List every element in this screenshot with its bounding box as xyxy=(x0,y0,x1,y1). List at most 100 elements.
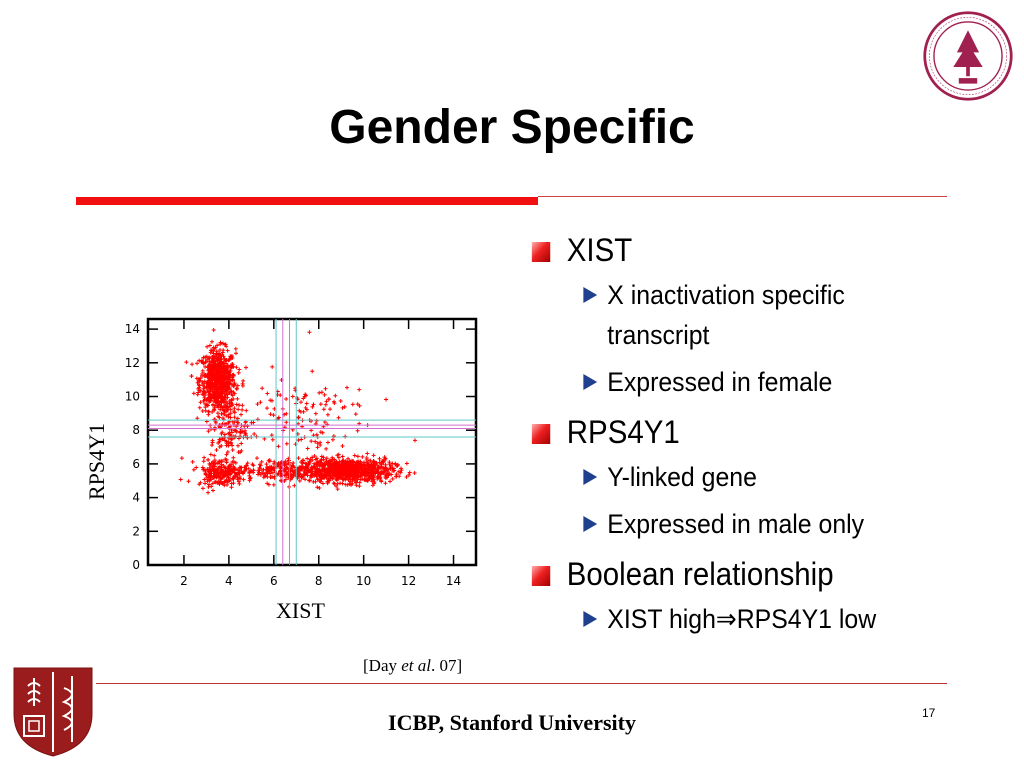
data-point xyxy=(227,471,232,476)
data-point xyxy=(244,408,249,413)
data-point xyxy=(299,437,304,442)
data-point xyxy=(226,414,231,419)
data-point xyxy=(315,445,320,450)
data-point xyxy=(353,480,358,485)
data-point xyxy=(365,451,370,456)
data-point xyxy=(235,468,240,473)
data-point xyxy=(267,469,272,474)
data-point xyxy=(312,473,317,478)
data-point xyxy=(225,480,230,485)
bullet-square-icon xyxy=(531,424,551,444)
data-point xyxy=(350,469,355,474)
data-point xyxy=(198,388,203,393)
data-point xyxy=(300,465,305,470)
data-point xyxy=(202,379,207,384)
data-point xyxy=(228,354,233,359)
y-tick-label: 4 xyxy=(132,491,140,505)
bullet-triangle-icon xyxy=(583,611,598,627)
data-point xyxy=(200,392,205,397)
data-point xyxy=(221,386,226,391)
data-point xyxy=(336,467,341,472)
data-point xyxy=(311,402,316,407)
data-point xyxy=(214,351,219,356)
data-point xyxy=(208,452,213,457)
sub-bullet-text: XIST high⇒RPS4Y1 low xyxy=(607,604,877,634)
data-point xyxy=(236,443,241,448)
data-point xyxy=(237,475,242,480)
data-point xyxy=(355,428,360,433)
data-point xyxy=(205,374,210,379)
data-point xyxy=(238,430,243,435)
bullet-triangle-icon xyxy=(583,374,598,390)
data-point xyxy=(335,475,340,480)
data-point xyxy=(191,391,196,396)
data-point xyxy=(212,387,217,392)
data-point xyxy=(316,461,321,466)
data-point xyxy=(239,441,244,446)
data-point xyxy=(313,411,318,416)
data-point xyxy=(220,459,225,464)
data-point xyxy=(372,470,377,475)
data-point xyxy=(203,481,208,486)
data-point xyxy=(306,469,311,474)
slide-title: Gender Specific xyxy=(329,101,695,154)
data-point xyxy=(225,401,230,406)
data-point xyxy=(335,453,340,458)
data-point xyxy=(189,374,194,379)
data-point xyxy=(226,377,231,382)
data-point xyxy=(207,461,212,466)
data-point xyxy=(211,475,216,480)
data-point xyxy=(230,447,235,452)
data-point xyxy=(201,381,206,386)
data-point xyxy=(201,361,206,366)
data-point xyxy=(209,395,214,400)
data-point xyxy=(226,464,231,469)
y-axis-label-wrap: RPS4Y1 xyxy=(84,423,114,600)
data-point xyxy=(194,465,199,470)
title-underline-thick xyxy=(76,197,538,205)
data-point xyxy=(225,449,230,454)
data-point xyxy=(195,361,200,366)
data-point xyxy=(240,407,245,412)
data-point xyxy=(218,475,223,480)
data-point xyxy=(377,456,382,461)
data-point xyxy=(322,466,327,471)
data-point xyxy=(230,476,235,481)
data-point xyxy=(201,386,206,391)
data-point xyxy=(376,470,381,475)
data-point xyxy=(195,416,200,421)
data-point xyxy=(277,469,282,474)
data-point xyxy=(320,430,325,435)
data-point xyxy=(390,476,395,481)
data-point xyxy=(220,350,225,355)
data-point xyxy=(338,470,343,475)
data-point xyxy=(292,483,297,488)
bullet-text: Boolean relationship xyxy=(566,556,834,592)
data-point xyxy=(234,429,239,434)
data-point xyxy=(338,399,343,404)
data-point xyxy=(383,457,388,462)
data-point xyxy=(235,396,240,401)
data-point xyxy=(268,398,273,403)
data-point xyxy=(222,438,227,443)
data-point xyxy=(218,365,223,370)
data-point xyxy=(222,471,227,476)
data-point xyxy=(267,458,272,463)
data-point xyxy=(328,467,333,472)
data-point xyxy=(229,441,234,446)
bullet-triangle-icon xyxy=(583,469,598,485)
data-point xyxy=(299,475,304,480)
data-point xyxy=(178,477,183,482)
data-point xyxy=(237,367,242,372)
data-point xyxy=(209,364,214,369)
data-point xyxy=(370,474,375,479)
data-point xyxy=(293,442,298,447)
data-point xyxy=(352,453,357,458)
data-point xyxy=(201,355,206,360)
data-point xyxy=(231,481,236,486)
bullet-triangle-icon xyxy=(583,516,598,532)
data-point xyxy=(271,413,276,418)
data-point xyxy=(223,391,228,396)
y-axis-label: RPS4Y1 xyxy=(84,422,109,500)
data-point xyxy=(333,393,338,398)
